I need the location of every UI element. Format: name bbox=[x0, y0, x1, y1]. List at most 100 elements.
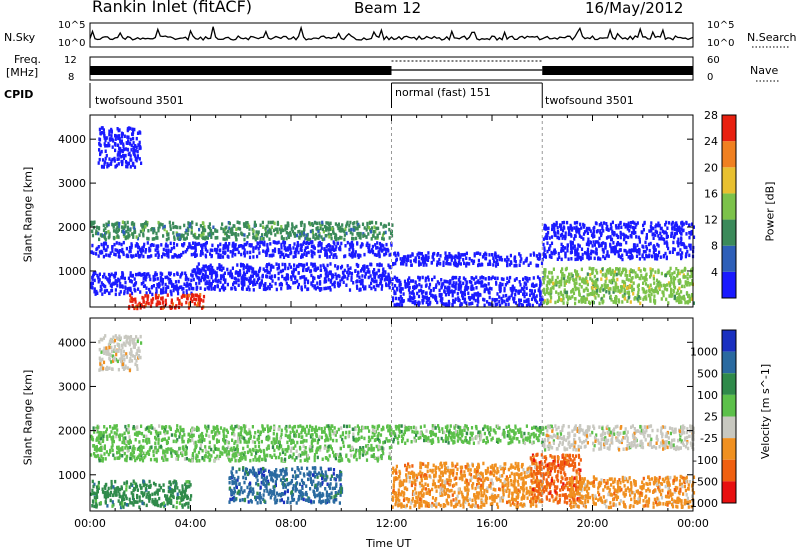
velocity-data-cell bbox=[135, 431, 138, 435]
power-data-cell bbox=[557, 292, 560, 296]
power-data-cell bbox=[625, 223, 628, 227]
power-data-cell bbox=[381, 236, 384, 241]
power-data-cell bbox=[326, 255, 329, 259]
power-data-cell bbox=[238, 221, 241, 225]
power-data-cell bbox=[463, 297, 467, 301]
power-data-cell bbox=[562, 225, 565, 229]
power-data-cell bbox=[629, 225, 632, 229]
power-data-cell bbox=[256, 254, 259, 259]
velocity-data-cell bbox=[464, 436, 467, 440]
power-data-cell bbox=[590, 267, 593, 271]
velocity-data-cell bbox=[528, 439, 532, 444]
power-data-cell bbox=[624, 267, 627, 272]
power-data-cell bbox=[519, 259, 522, 264]
power-data-cell bbox=[224, 280, 227, 284]
power-data-cell bbox=[440, 286, 443, 290]
power-data-cell bbox=[509, 260, 513, 264]
velocity-data-cell bbox=[182, 439, 185, 444]
power-data-cell bbox=[293, 231, 296, 236]
velocity-data-cell bbox=[385, 437, 388, 441]
power-data-cell bbox=[350, 278, 353, 282]
power-data-cell bbox=[292, 281, 295, 285]
power-data-cell bbox=[201, 251, 204, 256]
velocity-data-cell bbox=[181, 440, 184, 444]
power-data-cell bbox=[500, 277, 503, 281]
power-data-cell bbox=[129, 142, 132, 146]
power-data-cell bbox=[142, 223, 145, 227]
power-data-cell bbox=[356, 279, 359, 283]
power-data-cell bbox=[487, 289, 490, 294]
power-data-cell bbox=[542, 237, 545, 241]
power-data-cell bbox=[90, 222, 93, 227]
velocity-data-cell bbox=[326, 436, 329, 440]
power-data-cell bbox=[210, 275, 213, 280]
power-data-band-6 bbox=[392, 251, 544, 268]
power-data-cell bbox=[409, 254, 412, 258]
power-data-cell bbox=[409, 298, 412, 302]
nsearch-tick-high: 10^5 bbox=[707, 20, 735, 31]
velocity-data-cell bbox=[466, 440, 469, 444]
power-data-cell bbox=[643, 278, 646, 283]
power-data-cell bbox=[341, 276, 344, 280]
power-data-cell bbox=[139, 249, 142, 253]
power-data-cell bbox=[427, 251, 430, 255]
power-data-cell bbox=[237, 226, 240, 231]
power-data-cell bbox=[326, 263, 329, 268]
power-data-cell bbox=[253, 270, 256, 275]
velocity-data-cell bbox=[227, 440, 230, 445]
power-data-band-4 bbox=[127, 293, 206, 311]
velocity-data-cell bbox=[147, 428, 150, 433]
velocity-data-cell bbox=[244, 424, 247, 429]
power-data-cell bbox=[133, 306, 136, 311]
power-data-cell bbox=[297, 250, 300, 255]
power-data-cell bbox=[566, 243, 569, 248]
velocity-data-cell bbox=[203, 438, 206, 442]
power-data-cell bbox=[548, 254, 551, 258]
power-data-cell bbox=[639, 269, 642, 273]
power-data-cell bbox=[535, 294, 538, 298]
power-data-cell bbox=[136, 155, 139, 160]
velocity-data-cell bbox=[406, 438, 409, 443]
velocity-data-cell bbox=[499, 439, 502, 443]
velocity-data-cell bbox=[315, 433, 318, 438]
velocity-data-cell bbox=[382, 427, 385, 431]
velocity-data-cell bbox=[483, 425, 486, 429]
velocity-data-cell bbox=[284, 433, 287, 438]
power-data-cell bbox=[611, 229, 614, 234]
velocity-data-cell bbox=[291, 440, 294, 444]
power-data-cell bbox=[300, 244, 303, 248]
velocity-data-cell bbox=[127, 428, 130, 432]
power-data-cell bbox=[170, 246, 173, 251]
power-data-cell bbox=[426, 258, 430, 262]
power-data-cell bbox=[108, 143, 111, 148]
power-data-cell bbox=[485, 252, 488, 257]
power-data-cell bbox=[536, 275, 540, 279]
velocity-data-cell bbox=[163, 437, 166, 441]
power-data-cell bbox=[207, 285, 210, 290]
power-data-cell bbox=[346, 276, 349, 281]
power-data-cell bbox=[138, 255, 141, 259]
power-data-cell bbox=[604, 243, 607, 247]
power-data-cell bbox=[663, 241, 666, 245]
power-data-cell bbox=[363, 252, 366, 257]
power-data-cell bbox=[389, 265, 392, 270]
power-data-cell bbox=[134, 144, 137, 148]
power-data-cell bbox=[462, 253, 465, 257]
power-data-cell bbox=[439, 298, 442, 303]
power-data-cell bbox=[589, 273, 592, 277]
power-data-cell bbox=[122, 144, 125, 148]
power-data-cell bbox=[281, 274, 284, 279]
velocity-data-cell bbox=[444, 425, 447, 429]
power-data-cell bbox=[188, 293, 191, 298]
power-data-cell bbox=[648, 288, 651, 293]
power-data-cell bbox=[465, 264, 468, 268]
power-data-cell bbox=[97, 245, 100, 249]
power-data-cell bbox=[498, 299, 501, 304]
power-data-cell bbox=[410, 291, 414, 295]
power-data-cell bbox=[492, 256, 495, 260]
power-data-cell bbox=[512, 299, 516, 304]
power-data-cell bbox=[288, 262, 291, 267]
power-data-cell bbox=[225, 233, 229, 238]
power-data-cell bbox=[116, 229, 119, 234]
power-data-cell bbox=[127, 135, 130, 139]
